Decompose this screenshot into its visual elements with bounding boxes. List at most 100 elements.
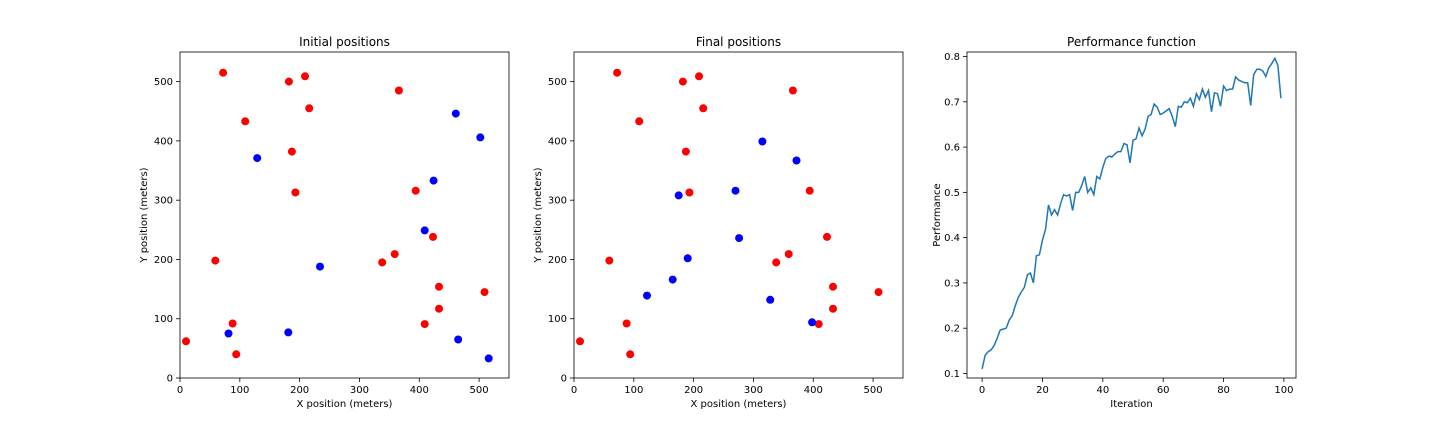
final-positions-point-red-8 xyxy=(805,186,814,195)
initial-positions-point-red-18 xyxy=(232,350,241,359)
final-positions-x-tick-label-2: 200 xyxy=(684,385,703,396)
final-positions-x-tick-label-3: 300 xyxy=(744,385,763,396)
initial-positions-point-red-0 xyxy=(219,68,228,77)
initial-positions-point-blue-0 xyxy=(451,109,460,118)
performance-function-x-tick-label-5: 100 xyxy=(1274,385,1293,396)
performance-function-y-tick-label-0: 0.1 xyxy=(944,369,960,380)
initial-positions-point-blue-6 xyxy=(224,329,233,338)
final-positions-y-tick-label-5: 500 xyxy=(548,77,567,88)
initial-positions-point-red-10 xyxy=(429,232,437,241)
initial-positions-point-blue-5 xyxy=(316,262,324,271)
final-positions-point-red-2 xyxy=(695,72,703,81)
final-positions-y-tick-label-1: 100 xyxy=(548,314,567,325)
final-positions-y-tick-label-4: 400 xyxy=(548,136,567,147)
initial-positions-x-tick-label-1: 100 xyxy=(230,385,249,396)
initial-positions-y-tick-label-2: 200 xyxy=(154,255,173,266)
final-positions-x-axis-label: X position (meters) xyxy=(691,399,787,410)
performance-function-y-tick-label-4: 0.5 xyxy=(944,188,960,199)
initial-positions-point-red-6 xyxy=(287,147,296,156)
performance-function-x-tick-label-0: 0 xyxy=(979,385,985,396)
initial-positions-point-red-19 xyxy=(182,337,190,346)
final-positions-point-red-7 xyxy=(685,188,694,197)
final-positions-point-red-6 xyxy=(681,147,690,156)
final-positions-point-blue-7 xyxy=(643,291,651,300)
performance-function-y-tick-label-2: 0.3 xyxy=(944,278,960,289)
final-positions-point-red-3 xyxy=(788,86,797,95)
initial-positions-point-red-15 xyxy=(435,304,443,313)
initial-positions-point-blue-3 xyxy=(429,176,438,185)
initial-positions-point-blue-2 xyxy=(253,154,262,163)
initial-positions-point-blue-4 xyxy=(420,226,429,235)
final-positions-point-blue-3 xyxy=(731,186,740,195)
initial-positions-panel: Initial positions X position (meters) Y … xyxy=(139,35,510,410)
initial-positions-point-red-3 xyxy=(394,86,403,95)
final-positions-point-red-9 xyxy=(605,256,614,265)
performance-function-y-tick-label-1: 0.2 xyxy=(944,324,960,335)
final-positions-y-tick-label-0: 0 xyxy=(561,374,567,385)
performance-function-x-tick-label-1: 20 xyxy=(1036,385,1049,396)
final-positions-point-blue-8 xyxy=(766,295,775,304)
initial-positions-point-red-7 xyxy=(291,188,300,197)
performance-function-y-axis-label: Performance xyxy=(932,183,943,246)
final-positions-point-blue-1 xyxy=(792,156,801,165)
final-positions-point-red-18 xyxy=(626,350,635,359)
final-positions-x-tick-label-4: 400 xyxy=(804,385,823,396)
final-positions-point-blue-0 xyxy=(758,137,767,146)
performance-function-x-tick-label-2: 40 xyxy=(1096,385,1109,396)
final-positions-point-red-0 xyxy=(613,68,622,77)
final-positions-title: Final positions xyxy=(696,35,781,49)
performance-function-y-tick-label-5: 0.6 xyxy=(944,143,960,154)
initial-positions-point-red-11 xyxy=(390,250,399,259)
performance-function-x-tick-label-4: 80 xyxy=(1217,385,1230,396)
initial-positions-point-red-4 xyxy=(305,104,314,113)
final-positions-point-red-1 xyxy=(678,77,687,86)
final-positions-point-red-17 xyxy=(814,320,823,329)
final-positions-x-tick-label-5: 500 xyxy=(864,385,883,396)
performance-function-panel: Performance function Iteration Performan… xyxy=(932,35,1297,410)
final-positions-point-red-12 xyxy=(772,258,781,267)
performance-function-x-tick-label-3: 60 xyxy=(1157,385,1170,396)
initial-positions-point-red-1 xyxy=(284,77,293,86)
initial-positions-y-tick-label-0: 0 xyxy=(167,374,173,385)
final-positions-point-blue-2 xyxy=(674,191,683,200)
final-positions-point-red-19 xyxy=(576,337,584,346)
initial-positions-point-red-17 xyxy=(420,320,429,329)
initial-positions-y-tick-label-1: 100 xyxy=(154,314,173,325)
initial-positions-y-tick-label-4: 400 xyxy=(154,136,173,147)
final-positions-point-blue-9 xyxy=(808,318,817,327)
final-positions-point-red-15 xyxy=(829,304,837,313)
initial-positions-point-red-12 xyxy=(378,258,387,267)
final-positions-point-red-10 xyxy=(823,232,831,241)
final-positions-point-red-13 xyxy=(829,282,837,291)
performance-function-x-axis-label: Iteration xyxy=(1110,399,1152,410)
initial-positions-point-red-8 xyxy=(411,186,420,195)
initial-positions-point-red-13 xyxy=(435,282,443,291)
initial-positions-x-axis-label: X position (meters) xyxy=(297,399,393,410)
final-positions-point-red-11 xyxy=(784,250,793,259)
final-positions-point-red-14 xyxy=(874,288,883,297)
initial-positions-x-tick-label-0: 0 xyxy=(177,385,183,396)
performance-function-title: Performance function xyxy=(1067,35,1196,49)
performance-function-y-tick-label-6: 0.7 xyxy=(944,97,960,108)
final-positions-x-tick-label-0: 0 xyxy=(571,385,577,396)
initial-positions-point-blue-1 xyxy=(476,133,485,142)
performance-function-y-tick-label-7: 0.8 xyxy=(944,52,960,63)
final-positions-point-red-5 xyxy=(635,117,644,126)
initial-positions-y-tick-label-3: 300 xyxy=(154,196,173,207)
performance-function-y-tick-label-3: 0.4 xyxy=(944,233,960,244)
initial-positions-point-red-9 xyxy=(211,256,220,265)
initial-positions-point-red-5 xyxy=(241,117,250,126)
initial-positions-point-blue-7 xyxy=(284,328,293,337)
initial-positions-point-red-14 xyxy=(480,288,489,297)
final-positions-point-blue-5 xyxy=(683,254,692,263)
final-positions-point-blue-6 xyxy=(668,275,677,284)
initial-positions-point-blue-9 xyxy=(484,354,493,363)
performance-function-axes-frame xyxy=(966,51,1297,379)
initial-positions-y-tick-label-5: 500 xyxy=(154,77,173,88)
final-positions-axes-frame xyxy=(573,51,904,379)
initial-positions-point-red-16 xyxy=(228,319,237,328)
initial-positions-title: Initial positions xyxy=(299,35,390,49)
final-positions-y-axis-label: Y position (meters) xyxy=(533,167,544,263)
